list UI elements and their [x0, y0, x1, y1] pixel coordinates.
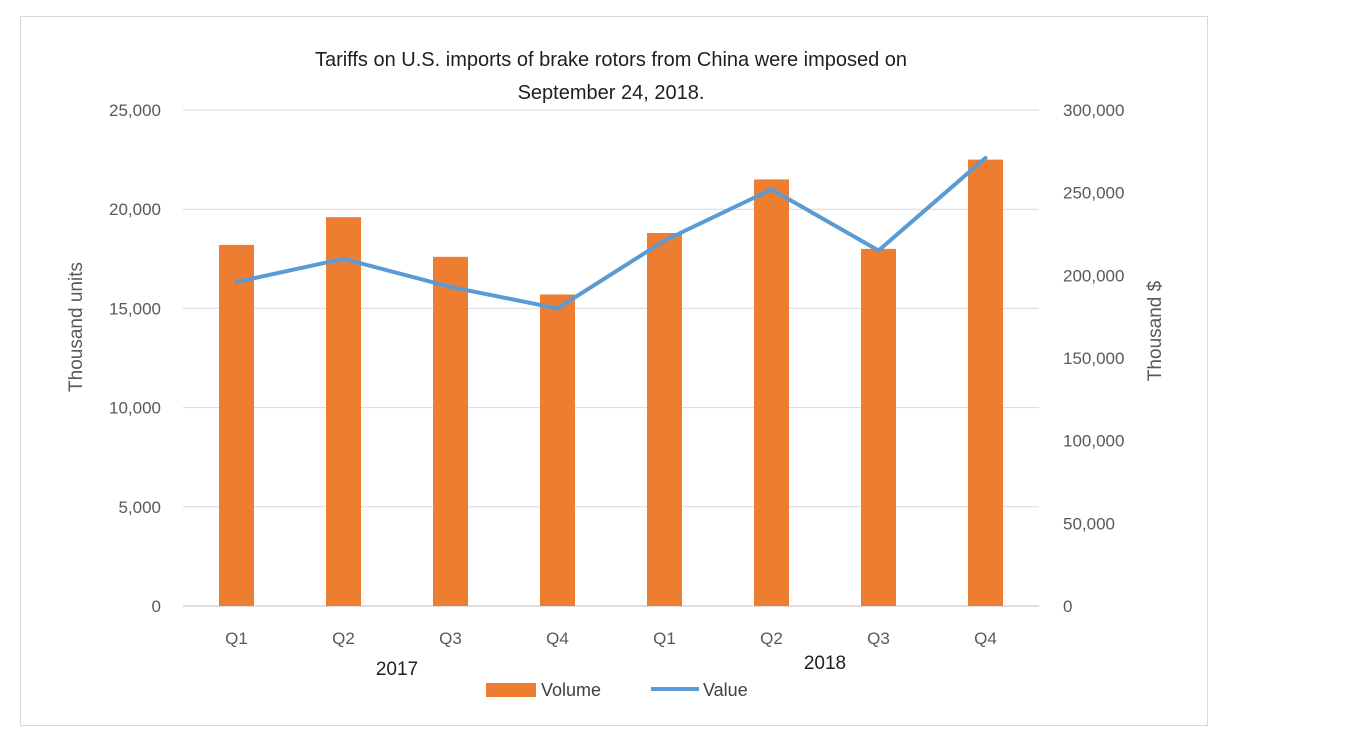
right-tick-label: 250,000	[1063, 184, 1124, 203]
volume-bar	[861, 248, 896, 606]
value-point	[342, 257, 345, 261]
x-tick-label: Q1	[653, 629, 676, 648]
value-line	[234, 155, 988, 311]
x-tick-label: Q1	[225, 629, 248, 648]
chart-svg: 0 5,000 10,000 15,000 20,000 25,000 0 50,000 100…	[66, 49, 1166, 700]
value-point	[663, 239, 666, 243]
legend: Volume Value	[486, 680, 748, 700]
value-point	[770, 187, 773, 191]
volume-bar	[754, 179, 789, 606]
right-tick-label: 50,000	[1063, 514, 1115, 533]
x-tick-label: Q4	[546, 629, 569, 648]
value-point	[984, 156, 987, 160]
value-point	[556, 306, 559, 310]
x-tick-label: Q2	[760, 629, 783, 648]
volume-bar	[433, 256, 468, 606]
year-group-label: 2017	[376, 659, 418, 680]
x-tick-label: Q4	[974, 629, 997, 648]
left-axis-title: Thousand units	[66, 262, 87, 392]
volume-bar	[219, 244, 254, 607]
x-tick-label: Q3	[867, 629, 890, 648]
volume-bar	[647, 233, 682, 606]
left-tick-label: 0	[152, 597, 161, 616]
value-point	[877, 249, 880, 253]
volume-bar	[540, 294, 575, 606]
right-axis-title: Thousand $	[1145, 280, 1166, 381]
right-tick-label: 0	[1063, 597, 1072, 616]
volume-bars	[219, 159, 1003, 607]
axis-ticks: 0 5,000 10,000 15,000 20,000 25,000 0 50,000 100…	[109, 101, 1124, 680]
value-point	[235, 280, 238, 284]
x-tick-label: Q3	[439, 629, 462, 648]
chart-frame: 0 5,000 10,000 15,000 20,000 25,000 0 50,000 100…	[20, 16, 1208, 726]
volume-bar	[968, 159, 1003, 606]
left-tick-label: 15,000	[109, 299, 161, 318]
volume-bar	[326, 217, 361, 607]
value-line-layer	[234, 155, 988, 311]
right-tick-label: 100,000	[1063, 432, 1124, 451]
year-group-label: 2018	[804, 653, 846, 674]
chart-title-line-2: September 24, 2018.	[518, 82, 705, 104]
legend-volume-swatch	[486, 683, 536, 697]
chart-title-line-1: Tariffs on U.S. imports of brake rotors …	[315, 49, 907, 71]
right-tick-label: 150,000	[1063, 349, 1124, 368]
left-tick-label: 20,000	[109, 200, 161, 219]
left-tick-label: 25,000	[109, 101, 161, 120]
left-tick-label: 5,000	[118, 498, 161, 517]
legend-volume-label: Volume	[541, 680, 601, 700]
legend-value-label: Value	[703, 680, 748, 700]
value-point	[449, 285, 452, 289]
left-tick-label: 10,000	[109, 399, 161, 418]
grid-lines	[183, 109, 1039, 607]
right-tick-label: 200,000	[1063, 266, 1124, 285]
x-tick-label: Q2	[332, 629, 355, 648]
right-tick-label: 300,000	[1063, 101, 1124, 120]
